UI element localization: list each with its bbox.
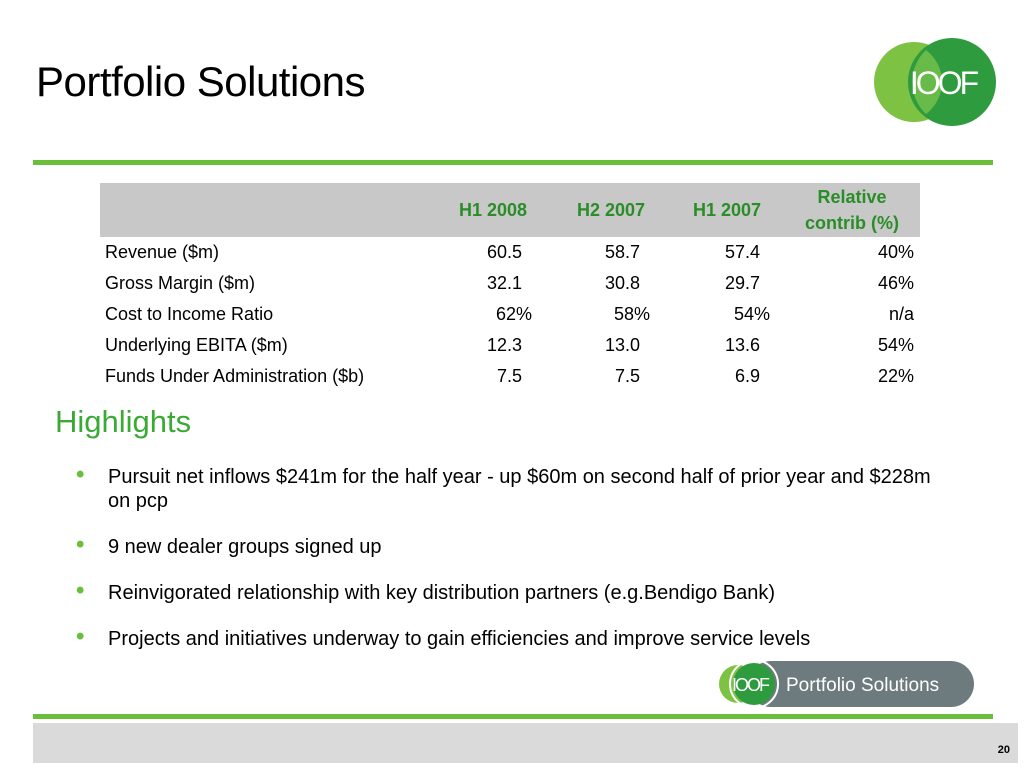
bullet-icon: • (76, 461, 85, 488)
footer-band (33, 723, 1018, 763)
header-h2-2007: H2 2007 (576, 200, 646, 220)
cell-h1-2007: 13.6 (724, 335, 760, 355)
bottom-divider (33, 714, 993, 719)
table-row: Gross Margin ($m) 32.1 30.8 29.7 46% (100, 268, 920, 299)
portfolio-solutions-logo: IOOF Portfolio Solutions (719, 659, 974, 709)
highlights-list: • Pursuit net inflows $241m for the half… (72, 461, 942, 673)
row-label: Gross Margin ($m) (105, 273, 256, 293)
cell-h2-2007: 58.7 (604, 242, 640, 262)
cell-h1-2008: 32.1 (486, 273, 522, 293)
cell-contrib: 46% (877, 273, 914, 293)
ioof-logo: IOOF (874, 38, 996, 126)
financial-table: H1 2008 H2 2007 H1 2007 Relative contrib… (100, 183, 920, 392)
cell-h1-2007: 54% (733, 304, 770, 324)
cell-h1-2008: 60.5 (486, 242, 522, 262)
cell-h1-2007: 29.7 (724, 273, 760, 293)
cell-h1-2008: 62% (495, 304, 532, 324)
row-label: Funds Under Administration ($b) (105, 366, 365, 386)
list-item: • Projects and initiatives underway to g… (72, 623, 942, 651)
highlights-heading: Highlights (55, 404, 192, 439)
header-relative-contrib: Relative contrib (%) (784, 183, 920, 237)
page-number: 20 (997, 744, 1010, 756)
logo-text: IOOF (910, 65, 979, 101)
header-h1-2008: H1 2008 (458, 200, 528, 220)
list-item: • Reinvigorated relationship with key di… (72, 577, 942, 605)
cell-h1-2007: 57.4 (724, 242, 760, 262)
ps-logo-product: Portfolio Solutions (786, 675, 939, 696)
header-relative-line1: Relative (817, 187, 887, 207)
header-relative-line2: contrib (%) (805, 213, 899, 233)
cell-contrib: 54% (877, 335, 914, 355)
cell-h2-2007: 58% (613, 304, 650, 324)
bullet-text: 9 new dealer groups signed up (108, 536, 382, 558)
top-divider (33, 160, 993, 165)
row-label: Revenue ($m) (105, 242, 220, 262)
cell-h1-2008: 7.5 (496, 366, 522, 386)
bullet-icon: • (76, 577, 85, 604)
row-label: Underlying EBITA ($m) (105, 335, 288, 355)
bullet-icon: • (76, 623, 85, 650)
ps-logo-brand: IOOF (732, 675, 770, 695)
cell-h2-2007: 7.5 (614, 366, 640, 386)
header-empty (100, 183, 434, 237)
cell-h2-2007: 13.0 (604, 335, 640, 355)
cell-h2-2007: 30.8 (604, 273, 640, 293)
bullet-icon: • (76, 531, 85, 558)
page-title: Portfolio Solutions (36, 58, 366, 105)
cell-contrib: 40% (877, 242, 914, 262)
bullet-text: Reinvigorated relationship with key dist… (108, 582, 776, 604)
table-row: Underlying EBITA ($m) 12.3 13.0 13.6 54% (100, 330, 920, 361)
bullet-text: Pursuit net inflows $241m for the half y… (108, 466, 931, 512)
cell-contrib: n/a (888, 304, 914, 324)
table-row: Cost to Income Ratio 62% 58% 54% n/a (100, 299, 920, 330)
table-row: Revenue ($m) 60.5 58.7 57.4 40% (100, 237, 920, 268)
header-h1-2007: H1 2007 (692, 200, 762, 220)
list-item: • 9 new dealer groups signed up (72, 531, 942, 559)
list-item: • Pursuit net inflows $241m for the half… (72, 461, 942, 513)
table-row: Funds Under Administration ($b) 7.5 7.5 … (100, 361, 920, 392)
cell-h1-2007: 6.9 (734, 366, 760, 386)
bullet-text: Projects and initiatives underway to gai… (108, 628, 811, 650)
table-header-row: H1 2008 H2 2007 H1 2007 Relative contrib… (100, 183, 920, 237)
cell-contrib: 22% (877, 366, 914, 386)
cell-h1-2008: 12.3 (486, 335, 522, 355)
row-label: Cost to Income Ratio (105, 304, 274, 324)
